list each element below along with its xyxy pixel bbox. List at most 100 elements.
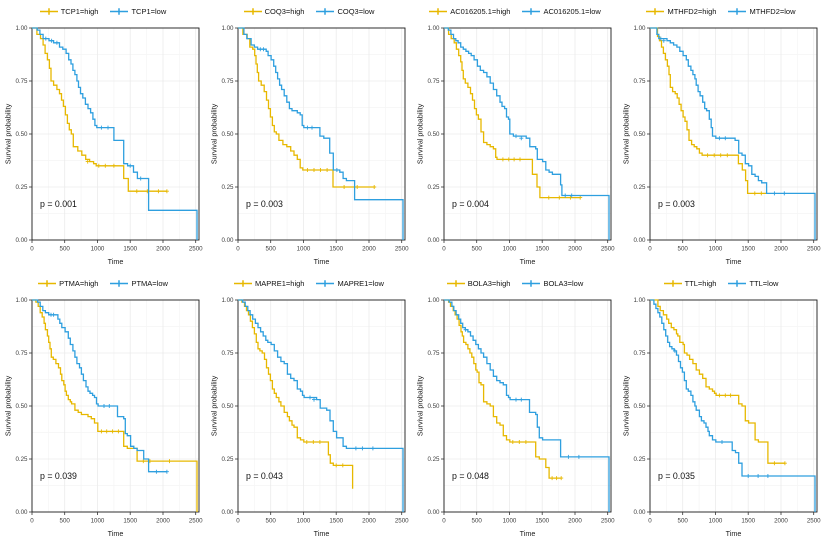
legend-key-icon (316, 279, 335, 287)
y-tick-label: 0.25 (633, 184, 646, 191)
y-tick-label: 0.00 (15, 509, 28, 516)
x-axis-title: Time (314, 529, 330, 538)
p-value-label: p = 0.004 (452, 199, 489, 209)
x-tick-label: 0 (236, 246, 240, 253)
censor-marks-high (304, 440, 345, 468)
y-axis-title: Survival probability (210, 375, 219, 436)
legend-item-low: MTHFD2=low (728, 6, 796, 16)
legend-label: MTHFD2=low (749, 6, 796, 16)
legend-key-icon (429, 7, 448, 15)
km-plot: 0 500 1000 1500 2000 2500 0.00 0.25 0.50 0.75 1.00… (4, 25, 204, 266)
x-tick-label: 500 (678, 246, 689, 253)
y-tick-label: 0.75 (427, 78, 440, 85)
y-tick-label: 0.25 (15, 456, 28, 463)
x-tick-label: 1500 (123, 518, 137, 525)
x-axis-title: Time (520, 529, 536, 538)
survival-curve-high (650, 299, 785, 464)
y-axis-title: Survival probability (4, 375, 13, 436)
p-value-label: p = 0.035 (658, 471, 695, 481)
censor-marks-low (514, 134, 574, 198)
survival-curve-low (650, 299, 816, 512)
censor-marks-low (43, 36, 143, 181)
km-panel-PTMA: PTMA=high PTMA=low 0 500 1000 1500 2000 2500 0.0… (0, 272, 206, 544)
y-tick-label: 0.00 (221, 237, 234, 244)
km-plot: 0 500 1000 1500 2000 2500 0.00 0.25 0.50 0.75 1.00… (416, 297, 616, 538)
x-tick-label: 1500 (741, 518, 755, 525)
x-tick-label: 2000 (362, 518, 376, 525)
legend: MTHFD2=high MTHFD2=low (618, 0, 824, 22)
x-axis-title: Time (520, 257, 536, 266)
km-panel-AC016205.1: AC016205.1=high AC016205.1=low 0 500 1000 150… (412, 0, 618, 272)
y-tick-label: 0.75 (633, 78, 646, 85)
km-panel-COQ3: COQ3=high COQ3=low 0 500 1000 1500 2000 2500 0.0… (206, 0, 412, 272)
legend-item-high: PTMA=high (38, 279, 98, 288)
legend-key-icon (110, 279, 129, 287)
x-tick-label: 2500 (395, 246, 409, 253)
y-tick-label: 0.75 (221, 78, 234, 85)
x-tick-label: 1500 (535, 246, 549, 253)
legend-item-high: MAPRE1=high (234, 279, 304, 288)
km-panel-BOLA3: BOLA3=high BOLA3=low 0 500 1000 1500 2000 2500 0… (412, 272, 618, 544)
legend: TTL=high TTL=low (618, 272, 824, 294)
legend-label: PTMA=low (131, 278, 168, 288)
y-tick-label: 0.25 (221, 184, 234, 191)
y-tick-label: 1.00 (15, 25, 28, 32)
x-tick-label: 1000 (709, 246, 723, 253)
x-tick-label: 0 (30, 246, 34, 253)
x-tick-label: 2000 (156, 518, 170, 525)
p-value-label: p = 0.003 (246, 199, 283, 209)
y-tick-label: 1.00 (427, 25, 440, 32)
x-tick-label: 0 (648, 246, 652, 253)
y-tick-label: 0.50 (427, 131, 440, 138)
x-axis-title: Time (314, 257, 330, 266)
legend-label: COQ3=low (337, 6, 375, 16)
legend: COQ3=high COQ3=low (206, 0, 412, 22)
x-tick-label: 2500 (189, 518, 203, 525)
x-tick-label: 0 (442, 518, 446, 525)
censor-marks-high (85, 159, 169, 194)
y-tick-label: 0.50 (15, 403, 28, 410)
legend-key-icon (522, 7, 541, 15)
km-panel-MTHFD2: MTHFD2=high MTHFD2=low 0 500 1000 1500 2000 250… (618, 0, 824, 272)
survival-curve-high (444, 27, 581, 199)
p-value-label: p = 0.048 (452, 471, 489, 481)
x-axis-title: Time (726, 257, 742, 266)
x-tick-label: 1000 (503, 246, 517, 253)
x-tick-label: 1500 (741, 246, 755, 253)
legend-key-icon (234, 279, 253, 287)
censor-marks-low (49, 312, 169, 474)
survival-curve-low (32, 27, 198, 240)
y-tick-label: 1.00 (15, 297, 28, 304)
legend-item-low: COQ3=low (316, 7, 374, 16)
p-value-label: p = 0.003 (658, 199, 695, 209)
legend-key-icon (110, 7, 129, 15)
x-tick-label: 500 (678, 518, 689, 525)
legend-label: BOLA3=low (543, 278, 584, 288)
legend-item-low: BOLA3=low (522, 279, 583, 288)
legend-key-icon (646, 7, 665, 15)
x-tick-label: 0 (30, 518, 34, 525)
x-tick-label: 2000 (774, 246, 788, 253)
legend-label: MAPRE1=high (255, 278, 305, 288)
y-tick-label: 0.75 (633, 350, 646, 357)
legend-label: BOLA3=high (467, 278, 511, 288)
y-tick-label: 0.25 (427, 184, 440, 191)
censor-marks-high (717, 393, 787, 466)
p-value-label: p = 0.039 (40, 471, 77, 481)
legend-item-high: COQ3=high (243, 7, 304, 16)
survival-curve-low (32, 299, 167, 473)
legend-item-high: MTHFD2=high (646, 7, 716, 16)
legend-label: TCP1=low (131, 6, 167, 16)
legend-item-low: TCP1=low (110, 7, 166, 16)
y-axis-title: Survival probability (210, 103, 219, 164)
x-tick-label: 2500 (189, 246, 203, 253)
x-tick-label: 1500 (535, 518, 549, 525)
km-panel-MAPRE1: MAPRE1=high MAPRE1=low 0 500 1000 1500 2000 250… (206, 272, 412, 544)
censor-marks-high (705, 153, 764, 196)
y-axis-title: Survival probability (416, 103, 425, 164)
legend-item-low: PTMA=low (110, 278, 168, 288)
legend-key-icon (316, 7, 335, 15)
x-tick-label: 500 (472, 518, 483, 525)
x-tick-label: 2000 (156, 246, 170, 253)
